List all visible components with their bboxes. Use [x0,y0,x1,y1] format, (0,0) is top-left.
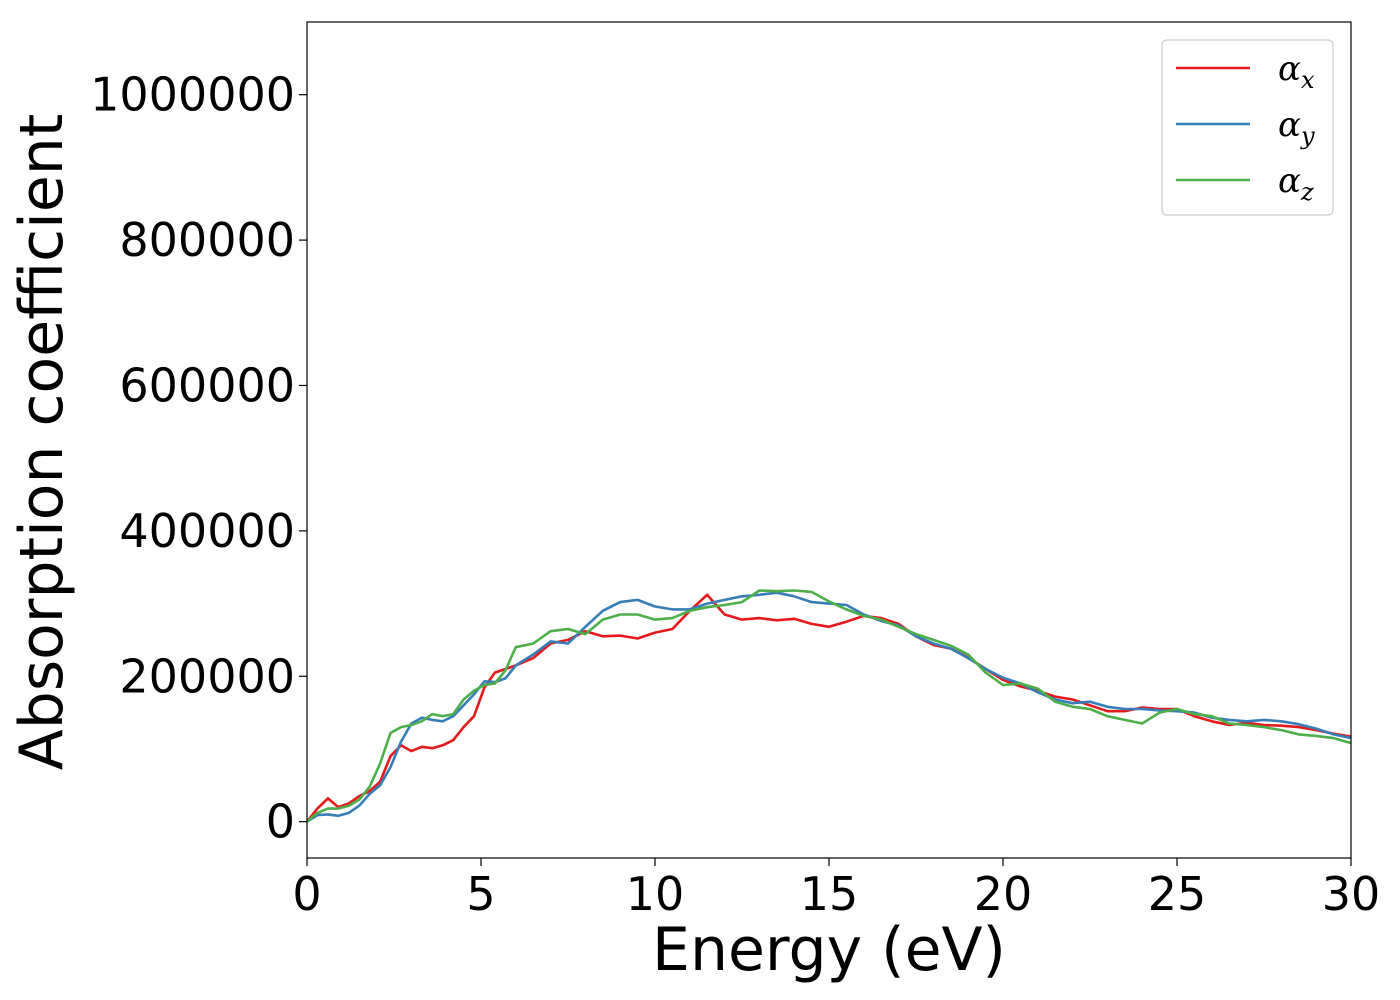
x-tick-label: 15 [800,867,859,921]
series-line-z [307,589,1351,823]
legend-label-z: αz [1278,161,1314,206]
legend-label-y: αy [1278,105,1315,150]
y-tick-label: 0 [266,795,295,849]
y-axis-title: Absorption coefficient [7,114,77,771]
x-axis-title: Energy (eV) [652,915,1006,985]
axes: 0 5 10 15 20 25 30 0 200000 400000 600000 800000 100… [90,21,1381,921]
x-tick-label: 0 [292,867,321,921]
legend: αx αy αz [1161,39,1334,216]
series-line-x [307,593,1351,823]
x-tick-label: 20 [974,867,1033,921]
y-tick-label: 800000 [119,213,295,267]
x-tick-label: 25 [1148,867,1207,921]
x-tick-label: 10 [626,867,685,921]
y-tick-label: 400000 [119,504,295,558]
legend-label-x: αx [1278,49,1315,94]
x-tick-label: 5 [466,867,495,921]
y-tick-label: 600000 [119,358,295,412]
y-tick-label: 1000000 [90,68,295,122]
legend-box [1161,39,1334,216]
y-tick-label: 200000 [119,649,295,703]
plot-area [307,589,1351,823]
x-tick-label: 30 [1322,867,1381,921]
